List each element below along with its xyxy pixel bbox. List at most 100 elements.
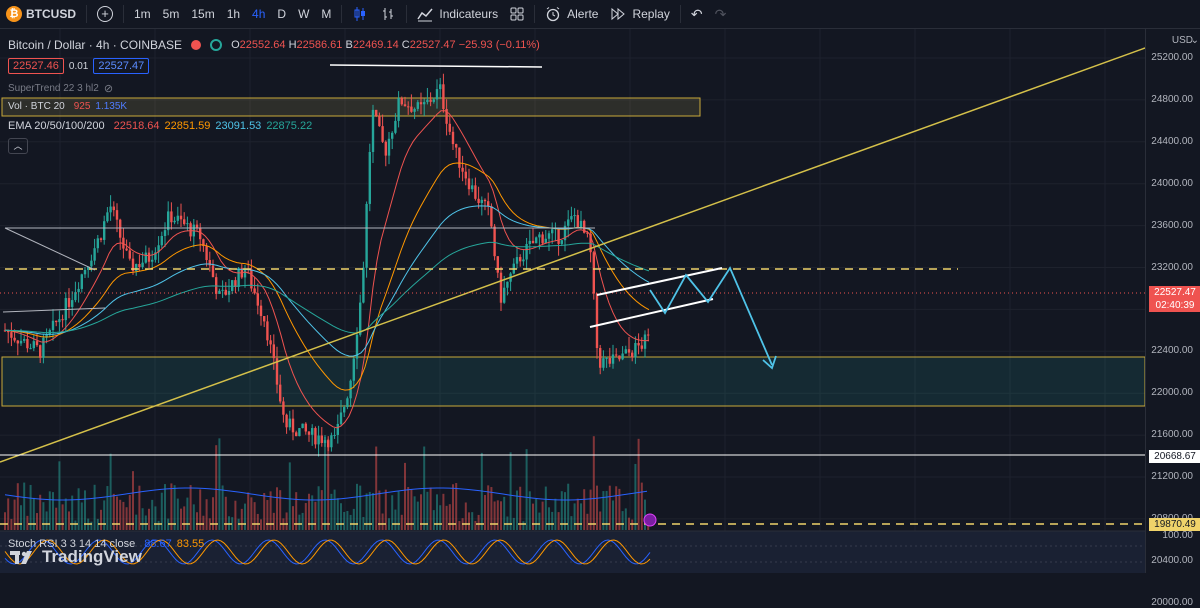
candle-body [519, 257, 522, 262]
candle-body [522, 259, 525, 262]
volume-bar [186, 497, 189, 530]
volume-bar [42, 502, 45, 530]
redo-button[interactable]: ↷ [709, 0, 733, 28]
volume-bar [314, 501, 317, 530]
divider [679, 5, 681, 23]
ask-price[interactable]: 22527.47 [93, 58, 150, 74]
candle-body [445, 108, 448, 124]
volume-bar [151, 499, 154, 530]
candle-body [576, 215, 579, 228]
candle-body [474, 185, 477, 199]
volume-bar [269, 491, 272, 530]
templates-button[interactable] [504, 0, 530, 28]
replay-button[interactable]: Replay [604, 0, 675, 28]
candle-body [506, 281, 509, 288]
volume-bar [112, 493, 115, 530]
volume-bar [218, 438, 221, 530]
candle-body [202, 239, 205, 247]
volume-bar [356, 483, 358, 530]
volume-bar [36, 513, 38, 530]
timeframe-1h[interactable]: 1h [226, 7, 241, 21]
compare-plus-button[interactable]: + [91, 0, 119, 28]
candle-body [327, 440, 330, 448]
volume-bar [253, 502, 256, 530]
alert-button[interactable]: Alerte [539, 0, 604, 28]
volume-bar [164, 484, 166, 530]
candle-body [544, 238, 547, 244]
candle-body [99, 238, 103, 240]
volume-bar [196, 512, 198, 530]
candle-body [448, 123, 451, 132]
timeframe-d[interactable]: D [277, 7, 287, 21]
timeframe-m[interactable]: M [321, 7, 332, 21]
timeframe-15m[interactable]: 15m [191, 7, 215, 21]
candle-body [87, 266, 90, 270]
collapse-legend-button[interactable]: ︿ [8, 138, 28, 154]
candle-body [314, 428, 317, 445]
volume-bar [176, 498, 179, 530]
candle-body [359, 302, 362, 335]
candle-body [186, 223, 189, 225]
volume-bar [256, 513, 259, 530]
volume-bar [471, 512, 474, 530]
undo-button[interactable]: ↶ [685, 0, 709, 28]
volume-bar [490, 487, 493, 530]
projection-path [649, 266, 773, 366]
timeframe-1m[interactable]: 1m [134, 7, 151, 21]
volume-bar [327, 438, 330, 530]
candle-body [483, 199, 487, 202]
volume-bar [368, 491, 371, 530]
volume-bar [292, 506, 294, 530]
volume-bar [487, 485, 490, 530]
candle-body [256, 293, 259, 306]
volume-bar [20, 505, 22, 530]
price-axis[interactable]: USD ⌄ 25200.00 24800.00 24400.00 24000.00 23… [1145, 29, 1200, 608]
candle-body [10, 332, 13, 338]
bars-style-button[interactable] [374, 0, 402, 28]
candle-body [599, 348, 602, 368]
volume-bar [570, 516, 573, 530]
candle-body [173, 220, 176, 223]
volume-bar [644, 499, 646, 530]
grey-diagonal-line [4, 227, 96, 271]
volume-ma-value: 1.135K [95, 101, 128, 112]
eye-hidden-icon[interactable]: ⊘ [103, 83, 114, 95]
volume-label: Vol · BTC 20 [8, 101, 65, 112]
indicators-button[interactable]: Indicateurs [411, 0, 504, 28]
volume-bar [288, 462, 291, 530]
volume-bar [228, 516, 230, 530]
candle-body [381, 126, 384, 142]
bid-price[interactable]: 22527.46 [8, 58, 64, 74]
symbol-selector[interactable]: ₿ BTCUSD [0, 0, 82, 28]
volume-bar [576, 498, 579, 530]
projection-arrowhead [762, 355, 777, 370]
candles-style-button[interactable] [346, 0, 374, 28]
candle-body [352, 358, 355, 381]
volume-bar [548, 507, 550, 530]
chevron-down-icon[interactable]: ⌄ [1190, 35, 1199, 46]
volume-bar [522, 521, 525, 530]
timeframe-5m[interactable]: 5m [162, 7, 180, 21]
candle-body [199, 227, 202, 240]
volume-bar [221, 485, 224, 530]
stoch-pane-bg [0, 531, 1145, 573]
volume-bar [132, 471, 134, 530]
stoch-d-line [4, 539, 651, 565]
timeframe-w[interactable]: W [298, 7, 310, 21]
candle-body [410, 106, 413, 112]
candle-body [487, 201, 490, 207]
volume-bar [128, 494, 131, 530]
price-chart[interactable] [0, 29, 1145, 573]
volume-bar [183, 506, 186, 530]
currency-label[interactable]: USD [1171, 35, 1193, 46]
top-resistance-line [329, 64, 543, 68]
volume-bar [224, 496, 227, 530]
candle-body [237, 268, 240, 287]
volume-bar [592, 436, 595, 530]
lightning-indicator-icon [643, 513, 657, 527]
timeframe-4h[interactable]: 4h [252, 7, 266, 21]
volume-bar [602, 491, 605, 530]
ohlc-high-label: H [288, 39, 297, 51]
volume-bar [52, 492, 54, 530]
candle-body [461, 167, 464, 172]
